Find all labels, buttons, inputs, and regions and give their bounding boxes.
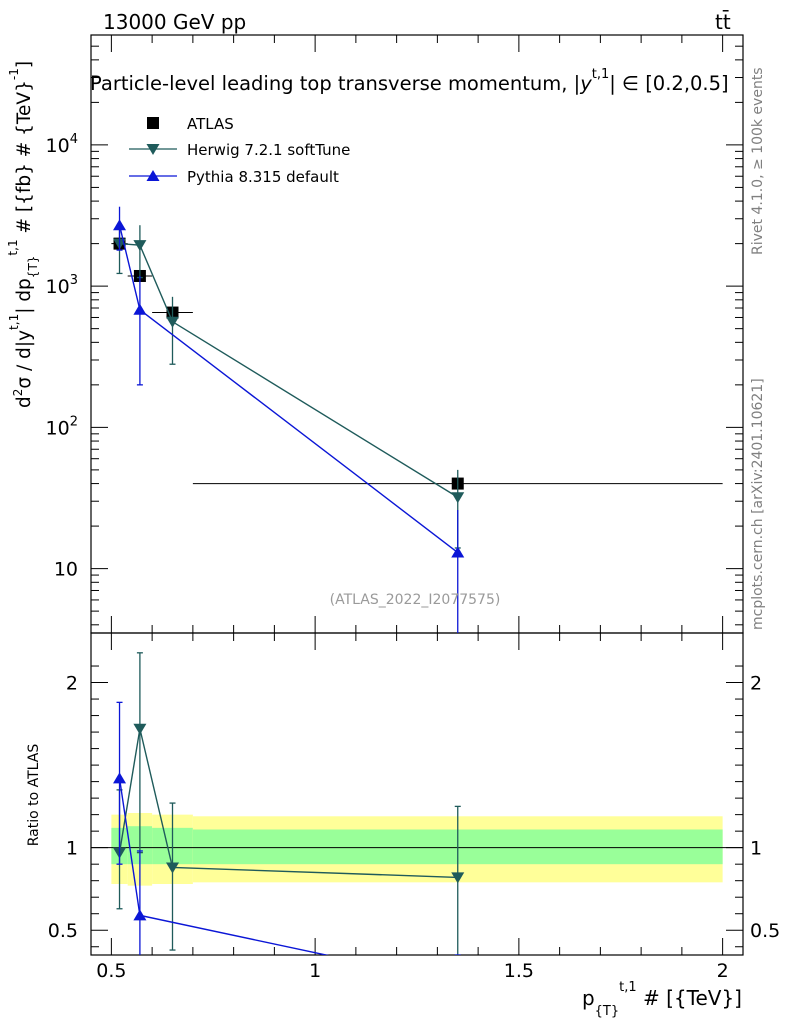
xlabel-sup: t,1 [619,980,637,995]
ratio-y-tick-label-left-1: 1 [66,838,78,860]
main-y-tick-label-2: 103 [46,273,78,298]
xlabel-rest: # [{TeV}] [637,986,742,1010]
title-sup: t,1 [592,67,610,82]
ylabel-sup2: t,1 [6,239,20,255]
x-tick-label-0: 0.5 [96,960,126,982]
ratio-herwig-point-2 [166,862,179,874]
main-y-tick-base: 10 [46,135,70,157]
ylabel-two: 2 [11,389,25,397]
title-main: Particle-level leading top transverse mo… [90,72,580,95]
ratio-y-tick-label-right-0: 0.5 [750,920,780,942]
main-y-tick-label-1: 102 [46,414,78,439]
x-axis-label: p{T}t,1 # [{TeV}] [582,980,742,1019]
ratio-pythia-point-1 [133,909,147,921]
ratio-axis-ticks: 0.5 1 1.5 2 0.5 0.5 1 1 2 2 [48,633,780,982]
main-y-tick-base: 10 [46,276,70,298]
ratio-plot-frame [90,632,744,956]
ratio-y-axis-label: Ratio to ATLAS [26,744,42,847]
main-y-tick-exponent: 4 [70,132,78,147]
main-herwig-line [119,242,459,498]
ratio-herwig-point-1 [133,723,147,735]
main-pythia-point-2 [451,546,465,558]
header-energy: 13000 GeV pp [103,10,246,34]
x-tick-label-2: 1.5 [504,960,534,982]
main-y-tick-exponent: 3 [70,273,78,288]
ylabel-b: | dp [14,278,35,314]
ratio-uncertainty-bands [111,812,723,886]
main-data-series [111,206,723,633]
x-tick-label-1: 1 [309,960,321,982]
x-tick-label-3: 2 [717,960,729,982]
main-herwig-point-3 [451,492,465,504]
ratio-y-tick-label-left-2: 2 [66,673,78,695]
ylabel-d: d [14,396,35,408]
plot-title: Particle-level leading top transverse mo… [90,67,729,95]
main-y-tick-base: 10 [46,417,70,439]
ratio-herwig-line [118,728,458,879]
ratio-y-tick-label-left-0: 0.5 [48,920,78,942]
main-herwig-point-1 [133,240,147,252]
legend-pythia-label: Pythia 8.315 default [187,168,339,186]
legend-atlas-label: ATLAS [187,115,234,133]
legend-pythia-marker [146,170,160,181]
main-y-tick-exponent: 2 [70,414,78,429]
ratio-y-tick-label-right-2: 2 [750,673,762,695]
ratio-y-tick-label-right-1: 1 [750,838,762,860]
analysis-watermark: (ATLAS_2022_I2077575) [330,592,501,608]
title-y: y [579,72,592,95]
ylabel-close: ] [14,61,35,68]
legend-herwig-marker [146,144,160,155]
ratio-pythia-point-0 [113,772,127,784]
ratio-data-series [113,652,465,955]
main-pythia-point-0 [113,219,127,231]
main-herwig-point-2 [166,316,179,328]
legend-atlas-marker [147,117,159,129]
main-y-tick-base: 10 [54,559,78,581]
title-tail: | ∈ [0.2,0.5] [609,72,728,95]
ylabel-sub: {T} [26,256,40,279]
rivet-version-label: Rivet 4.1.0, ≥ 100k events [750,67,766,255]
mcplots-reference-label: mcplots.cern.ch [arXiv:2401.10621] [750,378,766,630]
legend: ATLAS Herwig 7.2.1 softTune Pythia 8.315… [129,115,350,186]
ylabel-sup1: t,1 [7,314,21,330]
xlabel-p: p [582,986,595,1010]
main-y-tick-label-3: 104 [46,132,78,157]
ylabel-a: σ / d|y [14,330,35,389]
main-y-axis-label: d2σ / d|yt,1| dp{T}t,1 # [{fb} # {TeV}-1… [6,61,40,408]
main-y-tick-label-0: 10 [54,559,78,581]
main-pythia-line [118,225,459,554]
ratio-herwig-point-3 [451,872,465,884]
main-pythia-point-1 [133,303,147,315]
ylabel-sup3: -1 [7,68,21,80]
legend-herwig-label: Herwig 7.2.1 softTune [187,141,350,159]
header-process: tt̄ [715,9,731,34]
ylabel-c: # [{fb} # {TeV} [14,80,35,239]
xlabel-sub: {T} [595,1004,619,1019]
